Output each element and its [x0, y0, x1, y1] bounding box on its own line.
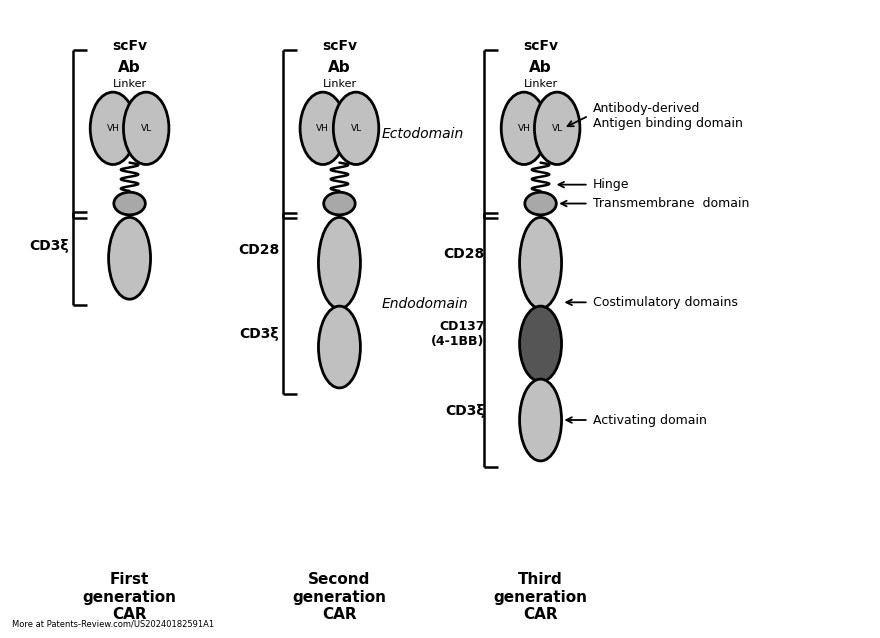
- Text: Linker: Linker: [322, 79, 356, 89]
- Text: CD3ξ: CD3ξ: [239, 327, 279, 341]
- Ellipse shape: [334, 92, 378, 165]
- Text: Endodomain: Endodomain: [381, 297, 468, 311]
- Text: CD3ξ: CD3ξ: [445, 404, 485, 418]
- Text: VL: VL: [552, 124, 562, 133]
- Text: Ab: Ab: [118, 60, 141, 75]
- Ellipse shape: [534, 92, 580, 165]
- Text: CD28: CD28: [444, 246, 485, 260]
- Ellipse shape: [300, 92, 346, 165]
- Text: Linker: Linker: [524, 79, 558, 89]
- Text: Third
generation
CAR: Third generation CAR: [494, 572, 588, 622]
- Text: Transmembrane  domain: Transmembrane domain: [593, 197, 750, 210]
- Text: More at Patents-Review.com/US20240182591A1: More at Patents-Review.com/US20240182591…: [11, 620, 214, 629]
- Text: Hinge: Hinge: [593, 178, 629, 191]
- Ellipse shape: [524, 192, 556, 215]
- Text: CD137
(4-1BB): CD137 (4-1BB): [431, 320, 485, 348]
- Ellipse shape: [319, 306, 361, 388]
- Text: First
generation
CAR: First generation CAR: [83, 572, 177, 622]
- Ellipse shape: [114, 192, 145, 215]
- Ellipse shape: [519, 306, 561, 382]
- Ellipse shape: [108, 218, 150, 299]
- Text: Second
generation
CAR: Second generation CAR: [292, 572, 386, 622]
- Text: VL: VL: [350, 124, 362, 133]
- Text: Activating domain: Activating domain: [593, 413, 707, 427]
- Text: Antibody-derived
Antigen binding domain: Antibody-derived Antigen binding domain: [593, 101, 743, 130]
- Text: VH: VH: [317, 124, 329, 133]
- Text: Linker: Linker: [113, 79, 147, 89]
- Text: scFv: scFv: [523, 39, 558, 53]
- Text: VL: VL: [141, 124, 151, 133]
- Text: VH: VH: [106, 124, 120, 133]
- Text: scFv: scFv: [112, 39, 147, 53]
- Ellipse shape: [519, 379, 561, 461]
- Text: CD3ξ: CD3ξ: [30, 239, 70, 253]
- Text: Ectodomain: Ectodomain: [381, 127, 464, 141]
- Text: CD28: CD28: [238, 244, 279, 257]
- Ellipse shape: [91, 92, 136, 165]
- Text: scFv: scFv: [322, 39, 357, 53]
- Ellipse shape: [502, 92, 546, 165]
- Text: Ab: Ab: [529, 60, 552, 75]
- Text: Costimulatory domains: Costimulatory domains: [593, 296, 738, 309]
- Text: VH: VH: [517, 124, 531, 133]
- Text: Ab: Ab: [328, 60, 351, 75]
- Ellipse shape: [319, 218, 361, 309]
- Ellipse shape: [519, 218, 561, 309]
- Ellipse shape: [123, 92, 169, 165]
- Ellipse shape: [324, 192, 356, 215]
